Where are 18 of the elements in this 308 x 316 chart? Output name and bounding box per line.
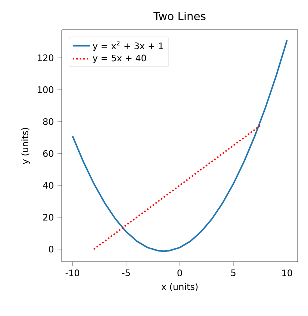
y-tick-label: 60 — [43, 150, 54, 158]
x-tick-label: -5 — [122, 270, 130, 276]
y-tick-label: 20 — [43, 214, 54, 221]
y-tick-label: 40 — [43, 182, 54, 190]
legend-label: y = x$^{2}$ + 3x + 1 — [93, 41, 164, 52]
y-tick-label: 100 — [38, 86, 54, 94]
x-tick-label: 10 — [282, 270, 292, 277]
x-axis-title: x (units) — [162, 283, 198, 292]
y-tick-label: 120 — [38, 54, 54, 62]
y-tick-label: 80 — [43, 118, 54, 126]
line-series — [72, 40, 288, 252]
y-tick-label: 0 — [49, 246, 54, 253]
y-axis-title: y (units) — [22, 128, 30, 164]
x-tick-label: 5 — [231, 270, 236, 276]
chart-title: Two Lines — [154, 12, 206, 21]
x-tick-label: 0 — [178, 270, 182, 277]
x-tick-label: -10 — [66, 270, 80, 277]
legend-label: y = 5x + 40 — [93, 54, 146, 64]
